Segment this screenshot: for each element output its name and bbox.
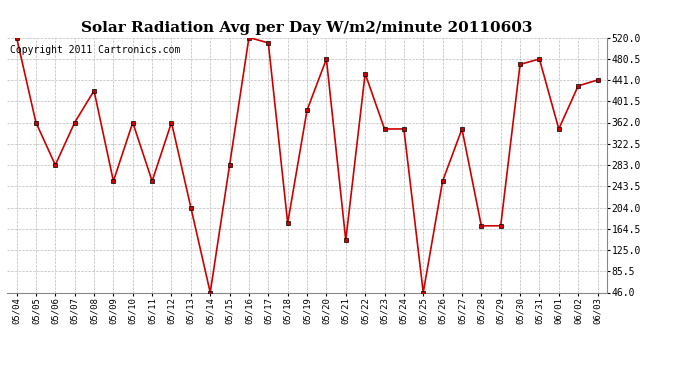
Title: Solar Radiation Avg per Day W/m2/minute 20110603: Solar Radiation Avg per Day W/m2/minute … xyxy=(81,21,533,35)
Text: Copyright 2011 Cartronics.com: Copyright 2011 Cartronics.com xyxy=(10,45,180,55)
